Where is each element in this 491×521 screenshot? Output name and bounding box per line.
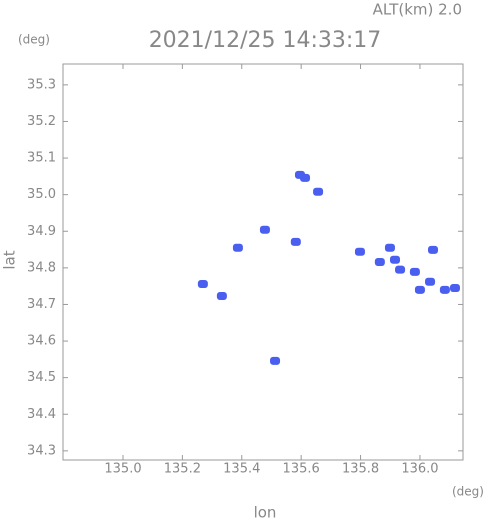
y-axis-label: lat xyxy=(1,250,19,269)
x-axis-label: lon xyxy=(254,504,277,521)
y-tick-label: 34.8 xyxy=(27,260,56,275)
x-tick-label: 135.6 xyxy=(283,462,320,477)
altitude-label: ALT(km) 2.0 xyxy=(373,1,462,19)
x-tick-label: 135.8 xyxy=(342,462,379,477)
echo-cell xyxy=(300,173,311,182)
y-tick-label: 34.3 xyxy=(27,443,56,458)
echo-cell xyxy=(428,245,439,254)
echo-cell xyxy=(389,255,400,264)
echo-cell xyxy=(409,267,420,276)
x-unit: (deg) xyxy=(452,485,484,499)
x-tick-label: 136.0 xyxy=(401,462,438,477)
echo-cell xyxy=(384,243,395,252)
y-tick-label: 34.4 xyxy=(27,407,56,422)
echo-cell xyxy=(374,258,385,266)
chart-title: 2021/12/25 14:33:17 xyxy=(149,28,382,53)
x-tick-label: 135.4 xyxy=(223,462,260,477)
y-tick-label: 34.6 xyxy=(27,334,56,349)
plot-frame xyxy=(62,63,464,461)
x-tick-label: 135.2 xyxy=(164,462,201,477)
echo-cell xyxy=(232,243,243,252)
echo-cell xyxy=(439,285,450,294)
x-tick-label: 135.0 xyxy=(104,462,141,477)
echo-cell xyxy=(395,265,406,274)
echo-cell xyxy=(313,187,324,196)
echo-cell xyxy=(259,225,270,234)
echo-cell xyxy=(216,292,227,301)
echo-cell xyxy=(449,283,460,292)
y-tick-label: 35.0 xyxy=(27,187,56,202)
echo-cell xyxy=(270,356,281,365)
echo-cell xyxy=(414,285,425,294)
echo-cell xyxy=(425,277,436,286)
echo-cell xyxy=(197,279,208,288)
y-tick-label: 35.2 xyxy=(27,114,56,129)
y-unit: (deg) xyxy=(18,33,50,47)
echo-cell xyxy=(354,247,365,256)
y-tick-label: 35.3 xyxy=(27,77,56,92)
echo-cell xyxy=(290,237,301,246)
y-tick-label: 34.7 xyxy=(27,297,56,312)
y-tick-label: 34.5 xyxy=(27,370,56,385)
y-tick-label: 34.9 xyxy=(27,224,56,239)
y-tick-label: 35.1 xyxy=(27,151,56,166)
